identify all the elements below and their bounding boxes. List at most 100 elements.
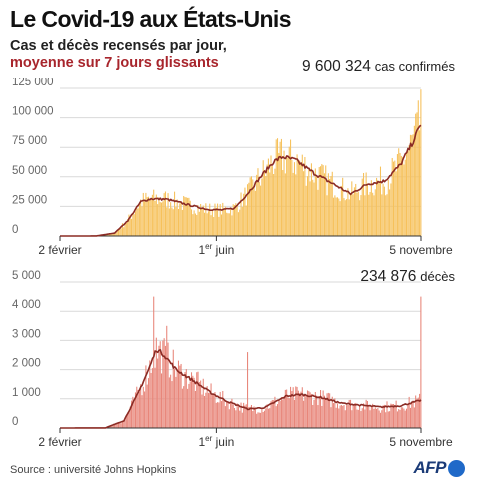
daily-bar	[412, 134, 414, 236]
daily-bar	[403, 408, 405, 428]
daily-bar	[295, 386, 297, 428]
daily-bar	[368, 194, 370, 236]
daily-bar	[115, 423, 117, 428]
daily-bar	[361, 408, 363, 428]
daily-bar	[321, 405, 323, 428]
daily-bar	[198, 211, 200, 236]
daily-bar	[134, 392, 137, 428]
daily-bar	[293, 162, 295, 236]
daily-bar	[296, 386, 298, 428]
daily-bar	[237, 406, 239, 428]
daily-bar	[205, 392, 207, 428]
daily-bar	[344, 200, 346, 236]
y-tick-label: 5 000	[12, 270, 41, 282]
daily-bar	[161, 373, 163, 428]
daily-bar	[239, 209, 241, 236]
daily-bar	[240, 402, 242, 428]
daily-bar	[115, 232, 117, 236]
daily-bar	[280, 397, 282, 428]
daily-bar	[114, 233, 116, 236]
daily-bar	[257, 412, 259, 428]
daily-bar	[411, 135, 413, 236]
daily-bar	[413, 125, 415, 236]
daily-bar	[202, 378, 204, 428]
daily-bar	[149, 360, 151, 428]
daily-bar	[364, 409, 366, 428]
seven-day-average-line	[60, 124, 422, 237]
daily-bar	[218, 402, 220, 428]
daily-bar	[409, 407, 411, 428]
y-tick-label: 4 000	[12, 299, 41, 311]
daily-bar	[295, 174, 297, 236]
daily-bar	[284, 389, 286, 428]
daily-bar	[146, 197, 148, 236]
daily-bar	[342, 405, 344, 428]
daily-bar	[159, 202, 161, 236]
daily-bar	[138, 202, 140, 236]
deaths-chart: 0 1 000 2 000 3 000 4 000 5 000 2 février 1er j…	[12, 270, 453, 449]
daily-bar	[233, 205, 236, 236]
daily-bar	[215, 207, 217, 236]
daily-bar	[390, 403, 392, 428]
daily-bar	[231, 398, 233, 428]
daily-bar	[217, 402, 219, 428]
y-tick-label: 25 000	[12, 194, 47, 206]
daily-bar	[369, 191, 371, 236]
daily-bar	[407, 151, 409, 236]
daily-bar	[396, 154, 398, 236]
daily-bar	[346, 405, 348, 428]
daily-bar	[154, 367, 156, 428]
daily-bar	[243, 193, 245, 236]
daily-bar	[340, 404, 342, 428]
daily-bar	[127, 219, 129, 236]
daily-bar	[305, 185, 307, 236]
daily-bar	[369, 410, 371, 428]
daily-bar	[144, 391, 146, 428]
daily-bar	[244, 405, 246, 428]
daily-bar	[271, 166, 273, 236]
daily-bar	[145, 365, 147, 428]
daily-bar	[263, 410, 266, 428]
daily-bar	[180, 363, 182, 428]
daily-bar	[141, 206, 143, 236]
daily-bar	[372, 192, 374, 236]
daily-bar	[373, 409, 375, 428]
daily-bar	[168, 208, 170, 236]
daily-bar	[157, 204, 159, 236]
daily-bar	[349, 195, 352, 236]
daily-bar	[138, 392, 140, 428]
daily-bar	[119, 422, 121, 428]
daily-bar	[158, 345, 160, 428]
daily-bar	[262, 412, 264, 428]
daily-bar	[323, 173, 325, 236]
daily-bar	[116, 423, 118, 428]
daily-bar	[316, 395, 318, 428]
daily-bar	[249, 177, 251, 236]
daily-bar	[125, 415, 127, 428]
cases-total-number: 9 600 324	[301, 58, 371, 75]
daily-bar	[241, 206, 243, 236]
daily-bar	[180, 201, 182, 236]
x-tick-label: 1er juin	[198, 242, 234, 257]
daily-bar	[253, 406, 255, 428]
daily-bar	[243, 402, 245, 428]
daily-bar	[163, 338, 165, 428]
daily-bar	[174, 368, 176, 428]
daily-bar	[374, 407, 376, 428]
daily-bar	[283, 396, 285, 428]
daily-bar	[406, 153, 408, 236]
daily-bar	[110, 425, 112, 428]
daily-bar	[297, 161, 299, 236]
daily-bar	[117, 423, 120, 428]
daily-bar	[356, 192, 358, 236]
daily-bar	[162, 340, 164, 428]
daily-bar	[343, 404, 345, 428]
daily-bar	[172, 209, 174, 236]
daily-bar	[231, 215, 233, 236]
daily-bar	[183, 386, 185, 428]
daily-bar	[310, 393, 312, 428]
daily-bar	[131, 400, 133, 428]
x-tick-label-sup: er	[205, 434, 212, 443]
daily-bar	[142, 386, 144, 428]
daily-bar	[150, 198, 152, 236]
